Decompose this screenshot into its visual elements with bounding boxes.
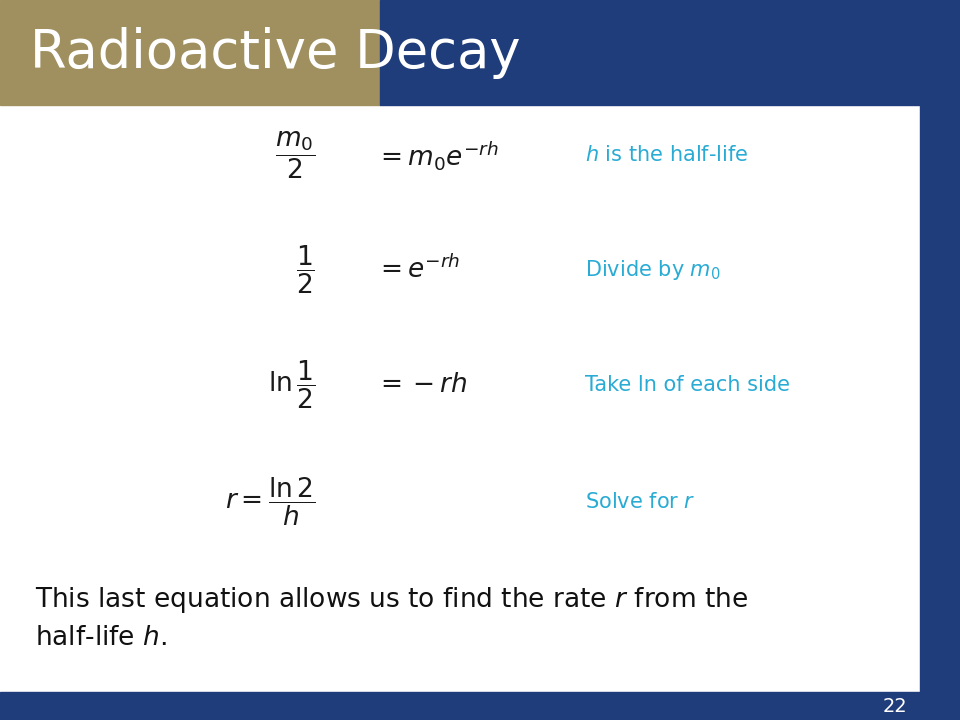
Text: $h$ is the half-life: $h$ is the half-life [585,145,749,165]
Text: 22: 22 [882,696,907,716]
Text: Divide by $m_0$: Divide by $m_0$ [585,258,721,282]
Text: $= e^{-rh}$: $= e^{-rh}$ [375,256,461,284]
Text: $= m_0e^{-rh}$: $= m_0e^{-rh}$ [375,138,498,171]
Text: This last equation allows us to find the rate $r$ from the: This last equation allows us to find the… [35,585,748,615]
Bar [0,692,920,720]
Bar [0,0,380,105]
Text: $r = \dfrac{\ln 2}{h}$: $r = \dfrac{\ln 2}{h}$ [225,476,315,528]
Text: Radioactive Decay: Radioactive Decay [30,27,520,79]
Text: Solve for $r$: Solve for $r$ [585,492,696,512]
Text: $\ln \dfrac{1}{2}$: $\ln \dfrac{1}{2}$ [268,359,315,411]
Text: $\dfrac{1}{2}$: $\dfrac{1}{2}$ [297,244,315,296]
Text: Take ln of each side: Take ln of each side [585,375,790,395]
Text: $\dfrac{m_0}{2}$: $\dfrac{m_0}{2}$ [275,129,315,181]
Text: half-life $h$.: half-life $h$. [35,625,167,651]
Bar [920,0,960,720]
Bar [380,0,920,105]
Text: $= -rh$: $= -rh$ [375,372,468,398]
